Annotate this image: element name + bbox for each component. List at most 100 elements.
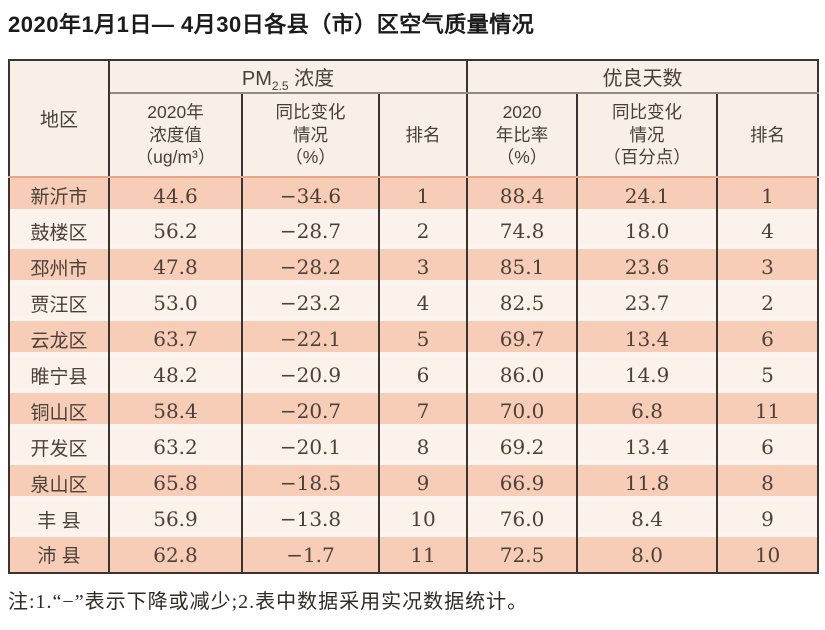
value-cell: 44.6 — [109, 177, 243, 213]
value-cell: 56.9 — [109, 501, 243, 537]
table-row: 鼓楼区 56.2 −28.7 2 74.8 18.0 4 — [9, 213, 819, 249]
value-cell: 72.5 — [467, 537, 579, 573]
value-cell: 85.1 — [467, 249, 579, 285]
region-column-header: 地区 — [9, 60, 110, 178]
value-cell: 62.8 — [109, 537, 243, 573]
value-cell: 10 — [379, 501, 469, 537]
table-row: 泉山区 65.8 −18.5 9 66.9 11.8 8 — [9, 465, 819, 501]
value-cell: 63.7 — [109, 321, 243, 357]
pm25-label-suffix: 浓度 — [288, 68, 335, 90]
value-cell: 3 — [379, 249, 469, 285]
table-row: 丰 县 56.9 −13.8 10 76.0 8.4 9 — [9, 501, 819, 537]
value-cell: 1 — [717, 177, 819, 213]
region-cell: 丰 县 — [9, 501, 110, 537]
value-cell: 63.2 — [109, 429, 243, 465]
value-cell: 2 — [717, 285, 819, 321]
region-cell: 贾汪区 — [9, 285, 110, 321]
sub-header-gooddays-rate: 2020 年比率 （%） — [467, 93, 579, 178]
value-cell: 24.1 — [577, 177, 719, 213]
value-cell: 11.8 — [577, 465, 719, 501]
region-cell: 泉山区 — [9, 465, 110, 501]
value-cell: 1 — [379, 177, 469, 213]
value-cell: 6 — [717, 429, 819, 465]
value-cell: 82.5 — [467, 285, 579, 321]
value-cell: 6 — [379, 357, 469, 393]
value-cell: 48.2 — [109, 357, 243, 393]
table-row: 新沂市 44.6 −34.6 1 88.4 24.1 1 — [9, 177, 819, 213]
value-cell: −13.8 — [242, 501, 380, 537]
value-cell: 65.8 — [109, 465, 243, 501]
value-cell: −20.9 — [242, 357, 380, 393]
value-cell: 10 — [717, 537, 819, 573]
region-cell: 邳州市 — [9, 249, 110, 285]
value-cell: 2 — [379, 213, 469, 249]
value-cell: −1.7 — [242, 537, 380, 573]
value-cell: 11 — [717, 393, 819, 429]
value-cell: 8.4 — [577, 501, 719, 537]
value-cell: −18.5 — [242, 465, 380, 501]
value-cell: 3 — [717, 249, 819, 285]
region-cell: 铜山区 — [9, 393, 110, 429]
value-cell: −20.7 — [242, 393, 380, 429]
value-cell: 88.4 — [467, 177, 579, 213]
value-cell: 4 — [379, 285, 469, 321]
region-cell: 开发区 — [9, 429, 110, 465]
table-row: 沛 县 62.8 −1.7 11 72.5 8.0 10 — [9, 537, 819, 573]
region-cell: 睢宁县 — [9, 357, 110, 393]
air-quality-table: 地区 PM2.5 浓度 优良天数 2020年 浓度值 （ug/m³） 同比变化 … — [8, 59, 820, 574]
value-cell: 66.9 — [467, 465, 579, 501]
region-cell: 鼓楼区 — [9, 213, 110, 249]
table-row: 开发区 63.2 −20.1 8 69.2 13.4 6 — [9, 429, 819, 465]
footnote: 注:1.“−”表示下降或减少;2.表中数据采用实况数据统计。 — [8, 591, 529, 613]
value-cell: −34.6 — [242, 177, 380, 213]
value-cell: 58.4 — [109, 393, 243, 429]
table-header: 地区 PM2.5 浓度 优良天数 2020年 浓度值 （ug/m³） 同比变化 … — [9, 60, 819, 178]
pm25-label-prefix: PM — [241, 68, 272, 90]
value-cell: 8 — [379, 429, 469, 465]
table-row: 邳州市 47.8 −28.2 3 85.1 23.6 3 — [9, 249, 819, 285]
value-cell: 74.8 — [467, 213, 579, 249]
pm25-label-subscript: 2.5 — [271, 79, 289, 93]
value-cell: 76.0 — [467, 501, 579, 537]
value-cell: 23.7 — [577, 285, 719, 321]
value-cell: −28.2 — [242, 249, 380, 285]
value-cell: 53.0 — [109, 285, 243, 321]
value-cell: −28.7 — [242, 213, 380, 249]
table-row: 贾汪区 53.0 −23.2 4 82.5 23.7 2 — [9, 285, 819, 321]
value-cell: 14.9 — [577, 357, 719, 393]
page-title: 2020年1月1日— 4月30日各县（市）区空气质量情况 — [8, 12, 535, 37]
value-cell: 5 — [379, 321, 469, 357]
value-cell: 9 — [379, 465, 469, 501]
value-cell: −23.2 — [242, 285, 380, 321]
value-cell: 11 — [379, 537, 469, 573]
value-cell: 70.0 — [467, 393, 579, 429]
value-cell: −22.1 — [242, 321, 380, 357]
region-cell: 云龙区 — [9, 321, 110, 357]
value-cell: 6 — [717, 321, 819, 357]
sub-header-pm25-change: 同比变化 情况 （%） — [242, 93, 380, 178]
sub-header-row: 2020年 浓度值 （ug/m³） 同比变化 情况 （%） 排名 2020 年比… — [9, 93, 819, 178]
pm25-group-header: PM2.5 浓度 — [109, 60, 469, 94]
region-cell: 沛 县 — [9, 537, 110, 573]
good-days-group-header: 优良天数 — [467, 60, 819, 94]
value-cell: 86.0 — [467, 357, 579, 393]
table-row: 铜山区 58.4 −20.7 7 70.0 6.8 11 — [9, 393, 819, 429]
value-cell: 23.6 — [577, 249, 719, 285]
value-cell: 8.0 — [577, 537, 719, 573]
value-cell: 47.8 — [109, 249, 243, 285]
value-cell: 13.4 — [577, 429, 719, 465]
value-cell: 6.8 — [577, 393, 719, 429]
value-cell: 56.2 — [109, 213, 243, 249]
value-cell: 7 — [379, 393, 469, 429]
group-header-row: 地区 PM2.5 浓度 优良天数 — [9, 60, 819, 178]
value-cell: 9 — [717, 501, 819, 537]
table-row: 睢宁县 48.2 −20.9 6 86.0 14.9 5 — [9, 357, 819, 393]
sub-header-gooddays-change: 同比变化 情况 （百分点） — [577, 93, 719, 178]
value-cell: 69.2 — [467, 429, 579, 465]
sub-header-pm25-value: 2020年 浓度值 （ug/m³） — [109, 93, 243, 178]
value-cell: 8 — [717, 465, 819, 501]
value-cell: 5 — [717, 357, 819, 393]
sub-header-pm25-rank: 排名 — [379, 93, 469, 178]
value-cell: 69.7 — [467, 321, 579, 357]
value-cell: 18.0 — [577, 213, 719, 249]
